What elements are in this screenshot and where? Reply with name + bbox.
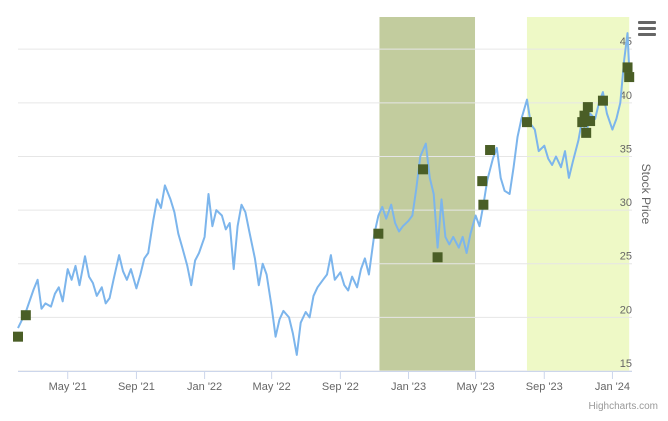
trade-marker: [373, 228, 384, 239]
bands-layer: [379, 17, 630, 371]
trade-marker: [582, 102, 593, 113]
menu-icon[interactable]: [638, 21, 656, 37]
trade-marker: [579, 110, 590, 121]
y-tick-label: 15: [620, 358, 632, 370]
x-tick-label: Jan '24: [595, 381, 630, 393]
trade-marker: [622, 62, 633, 73]
trade-marker: [418, 164, 429, 175]
plot-band: [379, 17, 476, 371]
trade-marker: [485, 145, 496, 156]
credits-link[interactable]: Highcharts.com: [588, 401, 658, 412]
x-tick-label: Sep '22: [322, 381, 359, 393]
y-tick-label: 20: [620, 304, 632, 316]
trade-marker: [521, 117, 532, 128]
trade-marker: [478, 199, 489, 210]
x-tick-label: May '21: [49, 381, 87, 393]
trade-marker: [585, 116, 596, 127]
x-tick-label: Sep '21: [118, 381, 155, 393]
y-tick-label: 30: [620, 197, 632, 209]
trade-marker: [624, 72, 635, 83]
trade-marker: [577, 117, 588, 128]
trade-marker: [13, 331, 23, 342]
trade-marker: [581, 127, 592, 138]
trade-marker: [597, 95, 608, 106]
x-tick-label: May '22: [253, 381, 291, 393]
x-tick-label: Sep '23: [526, 381, 563, 393]
x-tick-label: Jan '22: [187, 381, 222, 393]
y-tick-label: 25: [620, 251, 632, 263]
trade-marker: [432, 252, 443, 263]
y-axis-title: Stock Price: [639, 164, 653, 225]
x-tick-label: May '23: [456, 381, 494, 393]
y-tick-label: 35: [620, 143, 632, 155]
x-tick-label: Jan '23: [391, 381, 426, 393]
trade-marker: [477, 176, 488, 187]
y-tick-label: 40: [620, 90, 632, 102]
trade-marker: [20, 310, 31, 321]
marker-layer: [13, 62, 635, 342]
plot-band: [526, 17, 630, 371]
